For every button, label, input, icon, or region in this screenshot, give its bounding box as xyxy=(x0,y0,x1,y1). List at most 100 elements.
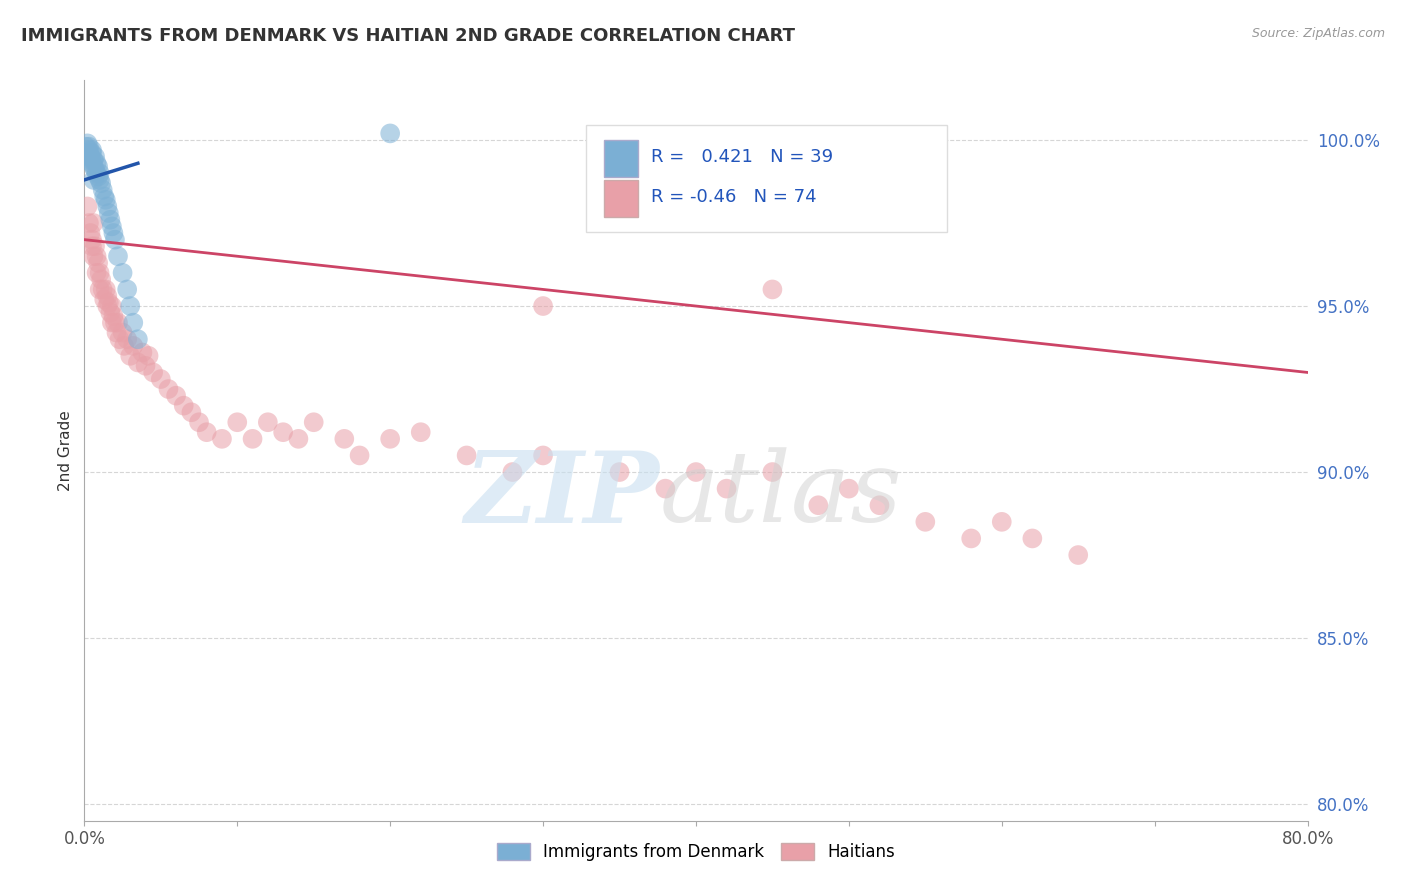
Point xyxy=(195,425,218,440)
Point xyxy=(87,160,110,174)
Point xyxy=(716,482,738,496)
Point xyxy=(115,282,138,296)
Point xyxy=(531,449,554,463)
Point xyxy=(226,415,249,429)
Point xyxy=(80,143,103,157)
Point xyxy=(83,249,105,263)
Point xyxy=(111,266,134,280)
Point xyxy=(127,332,149,346)
Point xyxy=(165,389,187,403)
Point xyxy=(83,153,105,167)
Point xyxy=(609,465,631,479)
Point xyxy=(96,299,118,313)
Point xyxy=(94,282,117,296)
Point xyxy=(122,339,145,353)
Point xyxy=(80,233,103,247)
Bar xyxy=(605,180,638,218)
Point xyxy=(86,266,108,280)
Point xyxy=(96,289,118,303)
Point xyxy=(112,339,135,353)
Point xyxy=(127,355,149,369)
Point xyxy=(93,293,115,307)
Point xyxy=(107,316,129,330)
Point xyxy=(120,299,142,313)
Point xyxy=(685,465,707,479)
Point xyxy=(173,399,195,413)
Point xyxy=(869,498,891,512)
Point xyxy=(98,212,121,227)
Point xyxy=(287,432,309,446)
Point xyxy=(131,345,153,359)
Point xyxy=(1021,532,1043,546)
Point xyxy=(89,173,111,187)
Point xyxy=(90,176,112,190)
Point xyxy=(86,249,108,263)
Point xyxy=(107,249,129,263)
Point xyxy=(86,166,108,180)
Point xyxy=(914,515,936,529)
Legend: Immigrants from Denmark, Haitians: Immigrants from Denmark, Haitians xyxy=(489,837,903,868)
Point xyxy=(84,162,107,177)
Point xyxy=(157,382,180,396)
Point xyxy=(138,349,160,363)
Point xyxy=(838,482,860,496)
Point xyxy=(91,282,114,296)
Point xyxy=(271,425,294,440)
Point xyxy=(98,306,121,320)
Point xyxy=(94,193,117,207)
Point xyxy=(103,309,125,323)
Point xyxy=(76,150,98,164)
Point xyxy=(77,146,100,161)
Text: Source: ZipAtlas.com: Source: ZipAtlas.com xyxy=(1251,27,1385,40)
Point xyxy=(349,449,371,463)
Point xyxy=(87,256,110,270)
Point xyxy=(257,415,280,429)
Point xyxy=(80,146,103,161)
Point xyxy=(380,432,402,446)
Point xyxy=(101,219,124,234)
Point xyxy=(104,233,127,247)
Point xyxy=(211,432,233,446)
Point xyxy=(77,139,100,153)
Point xyxy=(83,173,105,187)
FancyBboxPatch shape xyxy=(586,125,946,232)
Point xyxy=(79,226,101,240)
Point xyxy=(104,316,127,330)
Point xyxy=(80,156,103,170)
Point xyxy=(108,332,131,346)
Point xyxy=(93,189,115,203)
Text: R =   0.421   N = 39: R = 0.421 N = 39 xyxy=(651,147,832,166)
Point xyxy=(79,153,101,167)
Point xyxy=(242,432,264,446)
Point xyxy=(76,136,98,151)
Point xyxy=(807,498,830,512)
Point xyxy=(180,405,202,419)
Point xyxy=(84,150,107,164)
Point xyxy=(76,199,98,213)
Point xyxy=(89,166,111,180)
Point xyxy=(101,316,124,330)
Point xyxy=(333,432,356,446)
Point xyxy=(654,482,676,496)
Point xyxy=(89,282,111,296)
Point xyxy=(122,316,145,330)
Point xyxy=(75,139,97,153)
Point xyxy=(456,449,478,463)
Point xyxy=(84,239,107,253)
Point xyxy=(83,160,105,174)
Point xyxy=(149,372,172,386)
Point xyxy=(103,226,125,240)
Point xyxy=(120,349,142,363)
Point xyxy=(960,532,983,546)
Point xyxy=(409,425,432,440)
Point xyxy=(97,295,120,310)
Point xyxy=(142,366,165,380)
Point xyxy=(91,183,114,197)
Y-axis label: 2nd Grade: 2nd Grade xyxy=(58,410,73,491)
Point xyxy=(87,169,110,184)
Point xyxy=(96,199,118,213)
Bar xyxy=(605,139,638,177)
Point xyxy=(83,216,105,230)
Point xyxy=(761,465,783,479)
Point xyxy=(531,299,554,313)
